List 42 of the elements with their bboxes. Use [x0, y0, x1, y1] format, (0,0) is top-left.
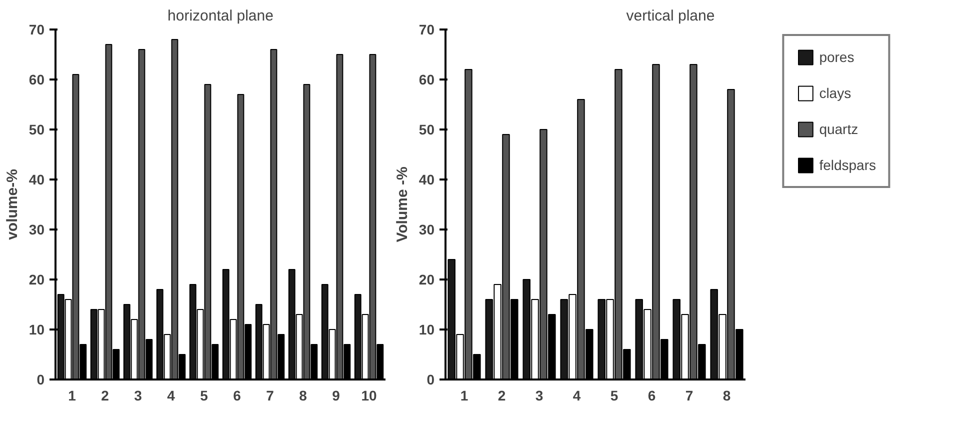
legend-label: quartz — [819, 121, 858, 137]
y-tick-label: 20 — [28, 272, 45, 288]
y-tick-label: 60 — [28, 72, 45, 88]
y-tick-label: 40 — [418, 172, 435, 188]
y-tick-label: 10 — [418, 322, 435, 338]
x-tick-label: 1 — [460, 388, 468, 404]
x-tick-label: 8 — [722, 388, 731, 404]
y-tick-label: 60 — [418, 72, 435, 88]
y-tick-label: 70 — [418, 22, 435, 38]
legend-label: feldspars — [819, 157, 876, 173]
y-tick-label: 40 — [28, 172, 45, 188]
x-tick-label: 5 — [610, 388, 618, 404]
x-tick-label: 2 — [101, 388, 110, 404]
y-tick-label: 20 — [418, 272, 435, 288]
chart-title: horizontal plane — [168, 8, 274, 24]
x-tick-label: 9 — [332, 388, 340, 404]
chart-title: vertical plane — [626, 8, 715, 24]
x-tick-label: 6 — [648, 388, 656, 404]
y-tick-label: 30 — [28, 222, 45, 238]
x-tick-label: 2 — [498, 388, 506, 404]
y-tick-label: 30 — [418, 222, 435, 238]
x-tick-label: 3 — [134, 388, 142, 404]
x-tick-label: 7 — [685, 388, 694, 404]
x-tick-label: 1 — [68, 388, 76, 404]
y-axis-title: Volume -% — [394, 166, 411, 242]
x-tick-label: 8 — [299, 388, 308, 404]
legend-label: pores — [819, 49, 854, 65]
y-tick-label: 0 — [36, 372, 45, 388]
x-tick-label: 7 — [266, 388, 274, 404]
x-tick-label: 4 — [572, 388, 581, 404]
x-tick-label: 4 — [167, 388, 176, 404]
y-tick-label: 0 — [426, 372, 435, 388]
y-tick-label: 10 — [28, 322, 45, 338]
x-tick-label: 5 — [200, 388, 208, 404]
legend-label: clays — [819, 85, 852, 101]
x-tick-label: 6 — [233, 388, 242, 404]
x-tick-label: 3 — [535, 388, 544, 404]
y-tick-label: 50 — [418, 122, 435, 138]
x-tick-label: 10 — [361, 388, 377, 404]
y-axis-title: volume-% — [4, 169, 21, 240]
y-tick-label: 50 — [28, 122, 45, 138]
y-tick-label: 70 — [28, 22, 45, 38]
